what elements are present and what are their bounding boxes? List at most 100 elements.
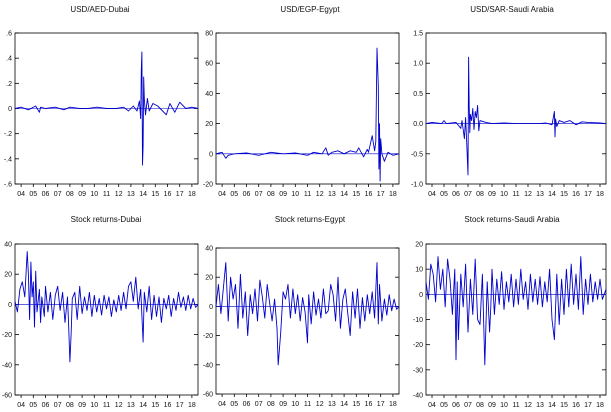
x-tick-label: 08 (476, 402, 484, 409)
y-tick-label: -40 (2, 362, 12, 369)
x-tick-label: 08 (267, 191, 275, 198)
series-line (215, 47, 400, 182)
x-tick-label: 16 (572, 191, 580, 198)
series-line (14, 51, 199, 166)
x-tick-label: 16 (572, 402, 580, 409)
x-tick-label: 04 (218, 401, 226, 408)
y-tick-label: -1.0 (411, 182, 423, 189)
y-tick-label: -.2 (4, 131, 12, 138)
x-tick-label: 18 (188, 191, 196, 198)
panel-title: USD/SAR-Saudi Arabia (470, 5, 554, 14)
x-tick-label: 04 (428, 191, 436, 198)
y-tick-label: -30 (413, 367, 423, 374)
y-tick-label: 40 (4, 242, 12, 249)
x-tick-label: 05 (230, 401, 238, 408)
x-tick-label: 18 (188, 402, 196, 409)
y-tick-label: -60 (203, 392, 213, 399)
x-tick-label: 04 (428, 402, 436, 409)
x-tick-label: 06 (243, 401, 251, 408)
x-tick-label: 12 (115, 402, 123, 409)
x-tick-label: 06 (42, 402, 50, 409)
y-tick-label: .6 (6, 31, 12, 38)
x-tick-label: 15 (560, 402, 568, 409)
x-tick-label: 18 (389, 401, 397, 408)
x-tick-label: 05 (29, 402, 37, 409)
x-tick-label: 13 (127, 191, 135, 198)
x-tick-label: 07 (54, 402, 62, 409)
x-tick-label: 18 (596, 191, 604, 198)
panel-title: USD/AED-Dubai (70, 5, 129, 14)
plot-frame (14, 243, 199, 396)
x-tick-label: 14 (139, 402, 147, 409)
x-tick-label: 13 (127, 402, 135, 409)
x-tick-label: 16 (365, 191, 373, 198)
x-tick-label: 05 (230, 191, 238, 198)
x-tick-label: 06 (42, 191, 50, 198)
x-tick-label: 16 (365, 401, 373, 408)
x-tick-label: 18 (389, 191, 397, 198)
x-tick-label: 07 (255, 191, 263, 198)
x-tick-label: 06 (243, 191, 251, 198)
y-tick-label: 80 (205, 31, 213, 38)
panel-5: Stock returns-Egypt -60 -40 -20 0 20 40 04 05 06 0… (203, 215, 400, 408)
x-tick-label: 05 (440, 191, 448, 198)
x-tick-label: 17 (377, 191, 385, 198)
plot-frame (215, 32, 400, 185)
x-tick-label: 12 (524, 191, 532, 198)
x-tick-label: 05 (29, 191, 37, 198)
x-tick-label: 08 (66, 402, 74, 409)
x-tick-label: 08 (66, 191, 74, 198)
x-tick-label: 11 (304, 191, 311, 198)
x-tick-label: 17 (176, 191, 184, 198)
panel-title: Stock returns-Saudi Arabia (464, 215, 560, 224)
y-tick-label: 20 (4, 272, 12, 279)
x-tick-label: 15 (151, 191, 159, 198)
x-tick-label: 16 (164, 191, 172, 198)
plot-frame (425, 32, 607, 185)
panel-4: Stock returns-Dubai -60 -40 -20 0 20 40 04 05 06 0… (2, 215, 199, 409)
x-tick-label: 07 (54, 191, 62, 198)
x-tick-label: 11 (103, 191, 110, 198)
panel-2: USD/EGP-Egypt -20 0 20 40 60 80 04 05 06 07 08 09 10 1… (203, 5, 400, 198)
y-tick-label: 0.0 (413, 121, 423, 128)
x-tick-label: 17 (584, 191, 592, 198)
x-tick-label: 14 (340, 401, 348, 408)
panel-1: USD/AED-Dubai -.6 -.4 -.2 0 .2 .4 .6 04 05 06 07 08 0… (4, 5, 199, 198)
y-tick-label: 0 (209, 151, 213, 158)
x-tick-label: 04 (218, 191, 226, 198)
x-tick-label: 06 (452, 191, 460, 198)
x-tick-label: 07 (464, 402, 472, 409)
y-tick-label: -.4 (4, 156, 12, 163)
x-tick-label: 14 (548, 191, 556, 198)
y-tick-label: -20 (203, 182, 213, 189)
series-line (14, 251, 199, 363)
x-tick-label: 09 (488, 402, 496, 409)
y-tick-label: -20 (2, 332, 12, 339)
y-tick-label: -40 (413, 393, 423, 400)
panel-6: Stock returns-Saudi Arabia -40 -30 -20 -10 0 1… (413, 215, 607, 409)
x-tick-label: 15 (352, 191, 360, 198)
x-tick-label: 10 (500, 191, 508, 198)
x-tick-label: 07 (255, 401, 263, 408)
x-tick-label: 12 (316, 191, 324, 198)
x-tick-label: 04 (17, 402, 25, 409)
x-tick-label: 15 (560, 191, 568, 198)
x-tick-label: 15 (352, 401, 360, 408)
x-tick-label: 09 (488, 191, 496, 198)
series-line (425, 56, 607, 176)
y-tick-label: .4 (6, 56, 12, 63)
x-tick-label: 18 (596, 402, 604, 409)
x-tick-label: 17 (377, 401, 385, 408)
y-tick-label: 20 (415, 242, 423, 249)
y-tick-label: 1.5 (413, 31, 423, 38)
panel-title: USD/EGP-Egypt (280, 5, 340, 14)
plot-frame (215, 247, 400, 395)
panel-title: Stock returns-Egypt (275, 215, 346, 224)
x-tick-label: 09 (78, 402, 86, 409)
series-line (425, 256, 607, 366)
x-tick-label: 15 (151, 402, 159, 409)
y-tick-label: -0.5 (411, 151, 423, 158)
x-tick-label: 14 (139, 191, 147, 198)
x-tick-label: 11 (304, 401, 311, 408)
